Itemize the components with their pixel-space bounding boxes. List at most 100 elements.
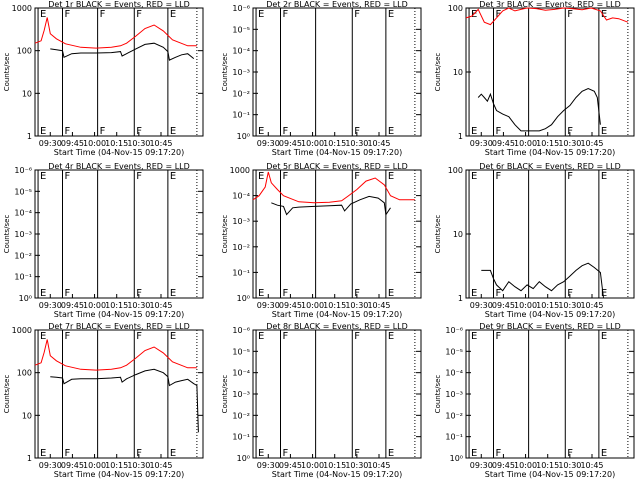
marker-label-top-3-4: E xyxy=(601,9,607,20)
marker-label-top-9-3: F xyxy=(567,331,573,342)
x-tick-label-9-3: 10:15 xyxy=(536,461,559,470)
y-tick-label-4-4: 10⁻⁴ xyxy=(14,209,32,218)
y-tick-label-5-4: 10⁻⁴ xyxy=(232,192,250,201)
x-tick-label-9-4: 10:30 xyxy=(558,461,581,470)
y-tick-label-2-2: 10⁻² xyxy=(232,89,250,98)
marker-label-bottom-1-2: F xyxy=(100,126,106,137)
y-axis-label-9: Counts/sec xyxy=(434,375,442,414)
marker-label-top-4-4: E xyxy=(170,171,176,182)
x-tick-label-3-2: 10:00 xyxy=(514,139,537,148)
x-tick-label-8-5: 10:45 xyxy=(367,461,390,470)
marker-label-bottom-5-0: E xyxy=(258,288,264,299)
series-events-7 xyxy=(50,368,199,433)
x-tick-label-7-5: 10:45 xyxy=(149,461,172,470)
y-tick-label-3-2: 100 xyxy=(448,4,463,13)
plot-frame-9 xyxy=(465,329,635,459)
marker-label-top-4-1: F xyxy=(64,171,70,182)
y-tick-label-4-1: 10⁻¹ xyxy=(14,273,32,282)
y-tick-label-7-3: 1000 xyxy=(12,326,32,335)
x-tick-label-1-1: 09:45 xyxy=(61,139,84,148)
marker-label-top-6-4: E xyxy=(601,171,607,182)
series-lld-5 xyxy=(252,171,415,204)
marker-label-top-9-1: F xyxy=(495,331,501,342)
series-lld-7 xyxy=(34,339,197,371)
x-tick-label-9-5: 10:45 xyxy=(580,461,603,470)
marker-label-top-5-0: E xyxy=(258,171,264,182)
x-tick-label-2-1: 09:45 xyxy=(279,139,302,148)
x-tick-label-8-2: 10:00 xyxy=(301,461,324,470)
marker-label-bottom-5-3: F xyxy=(354,288,360,299)
marker-label-top-4-3: F xyxy=(136,171,142,182)
marker-label-top-1-1: F xyxy=(64,9,70,20)
y-axis-label-8: Counts/sec xyxy=(221,375,229,414)
chart-title-6: Det 6r BLACK = Events, RED = LLD xyxy=(479,162,621,171)
x-tick-label-3-3: 10:15 xyxy=(536,139,559,148)
marker-label-top-4-0: E xyxy=(40,171,46,182)
y-axis-label-6: Counts/sec xyxy=(434,215,442,254)
series-lld-3 xyxy=(465,7,629,26)
y-tick-label-4-0: 10⁰ xyxy=(19,294,32,303)
y-tick-label-4-6: 10⁻⁶ xyxy=(14,166,32,175)
series-events-1 xyxy=(50,42,195,61)
y-tick-label-2-0: 10⁰ xyxy=(237,132,250,141)
marker-label-bottom-4-1: F xyxy=(64,288,70,299)
x-tick-label-3-0: 09:30 xyxy=(470,139,493,148)
x-tick-label-7-4: 10:30 xyxy=(127,461,150,470)
y-tick-label-4-3: 10⁻³ xyxy=(14,230,32,239)
x-tick-label-4-0: 09:30 xyxy=(39,301,62,310)
y-axis-label-5: Counts/sec xyxy=(221,215,229,254)
marker-label-bottom-1-0: E xyxy=(40,126,46,137)
x-tick-label-9-0: 09:30 xyxy=(470,461,493,470)
y-axis-label-3: Counts/sec xyxy=(434,53,442,92)
y-tick-label-9-6: 10⁻⁶ xyxy=(445,326,463,335)
marker-label-top-6-3: F xyxy=(567,171,573,182)
chart-title-3: Det 3r BLACK = Events, RED = LLD xyxy=(479,0,621,9)
x-tick-label-5-4: 10:30 xyxy=(345,301,368,310)
marker-label-bottom-7-1: F xyxy=(64,448,70,459)
series-lld-1 xyxy=(34,17,197,49)
y-tick-label-4-5: 10⁻⁵ xyxy=(14,187,32,196)
x-axis-label-4: Start Time (04-Nov-15 09:17:20) xyxy=(54,310,184,319)
x-tick-label-2-3: 10:15 xyxy=(323,139,346,148)
y-tick-label-3-1: 10 xyxy=(453,68,463,77)
marker-label-bottom-4-4: E xyxy=(170,288,176,299)
marker-label-bottom-4-0: E xyxy=(40,288,46,299)
marker-label-bottom-3-1: F xyxy=(495,126,501,137)
x-axis-label-9: Start Time (04-Nov-15 09:17:20) xyxy=(485,470,615,479)
x-tick-label-6-3: 10:15 xyxy=(536,301,559,310)
marker-label-bottom-8-4: E xyxy=(388,448,394,459)
x-axis-label-7: Start Time (04-Nov-15 09:17:20) xyxy=(54,470,184,479)
marker-label-top-5-1: F xyxy=(282,171,288,182)
marker-label-bottom-5-1: F xyxy=(282,288,288,299)
marker-label-bottom-6-1: F xyxy=(495,288,501,299)
x-tick-label-2-5: 10:45 xyxy=(367,139,390,148)
x-tick-label-4-2: 10:00 xyxy=(83,301,106,310)
x-tick-label-7-1: 09:45 xyxy=(61,461,84,470)
y-tick-label-2-5: 10⁻⁵ xyxy=(232,25,250,34)
x-axis-label-5: Start Time (04-Nov-15 09:17:20) xyxy=(272,310,402,319)
marker-label-bottom-7-4: E xyxy=(170,448,176,459)
marker-label-bottom-1-3: F xyxy=(136,126,142,137)
x-tick-label-1-4: 10:30 xyxy=(127,139,150,148)
marker-label-top-8-0: E xyxy=(258,331,264,342)
marker-label-bottom-3-0: E xyxy=(471,126,477,137)
y-tick-label-8-2: 10⁻² xyxy=(232,411,250,420)
y-tick-label-7-1: 10 xyxy=(22,411,32,420)
marker-label-top-1-3: F xyxy=(136,9,142,20)
y-tick-label-8-0: 10⁰ xyxy=(237,454,250,463)
x-tick-label-4-3: 10:15 xyxy=(105,301,128,310)
x-tick-label-3-1: 09:45 xyxy=(492,139,515,148)
y-tick-label-8-3: 10⁻³ xyxy=(232,390,250,399)
x-tick-label-6-5: 10:45 xyxy=(580,301,603,310)
y-tick-label-6-0: 1 xyxy=(458,294,463,303)
marker-label-bottom-5-4: E xyxy=(388,288,394,299)
x-tick-label-4-4: 10:30 xyxy=(127,301,150,310)
x-tick-label-5-2: 10:00 xyxy=(301,301,324,310)
x-tick-label-7-0: 09:30 xyxy=(39,461,62,470)
y-tick-label-1-3: 1000 xyxy=(12,4,32,13)
x-tick-label-3-5: 10:45 xyxy=(580,139,603,148)
marker-label-bottom-4-3: F xyxy=(136,288,142,299)
marker-label-top-5-4: E xyxy=(388,171,394,182)
x-tick-label-4-5: 10:45 xyxy=(149,301,172,310)
